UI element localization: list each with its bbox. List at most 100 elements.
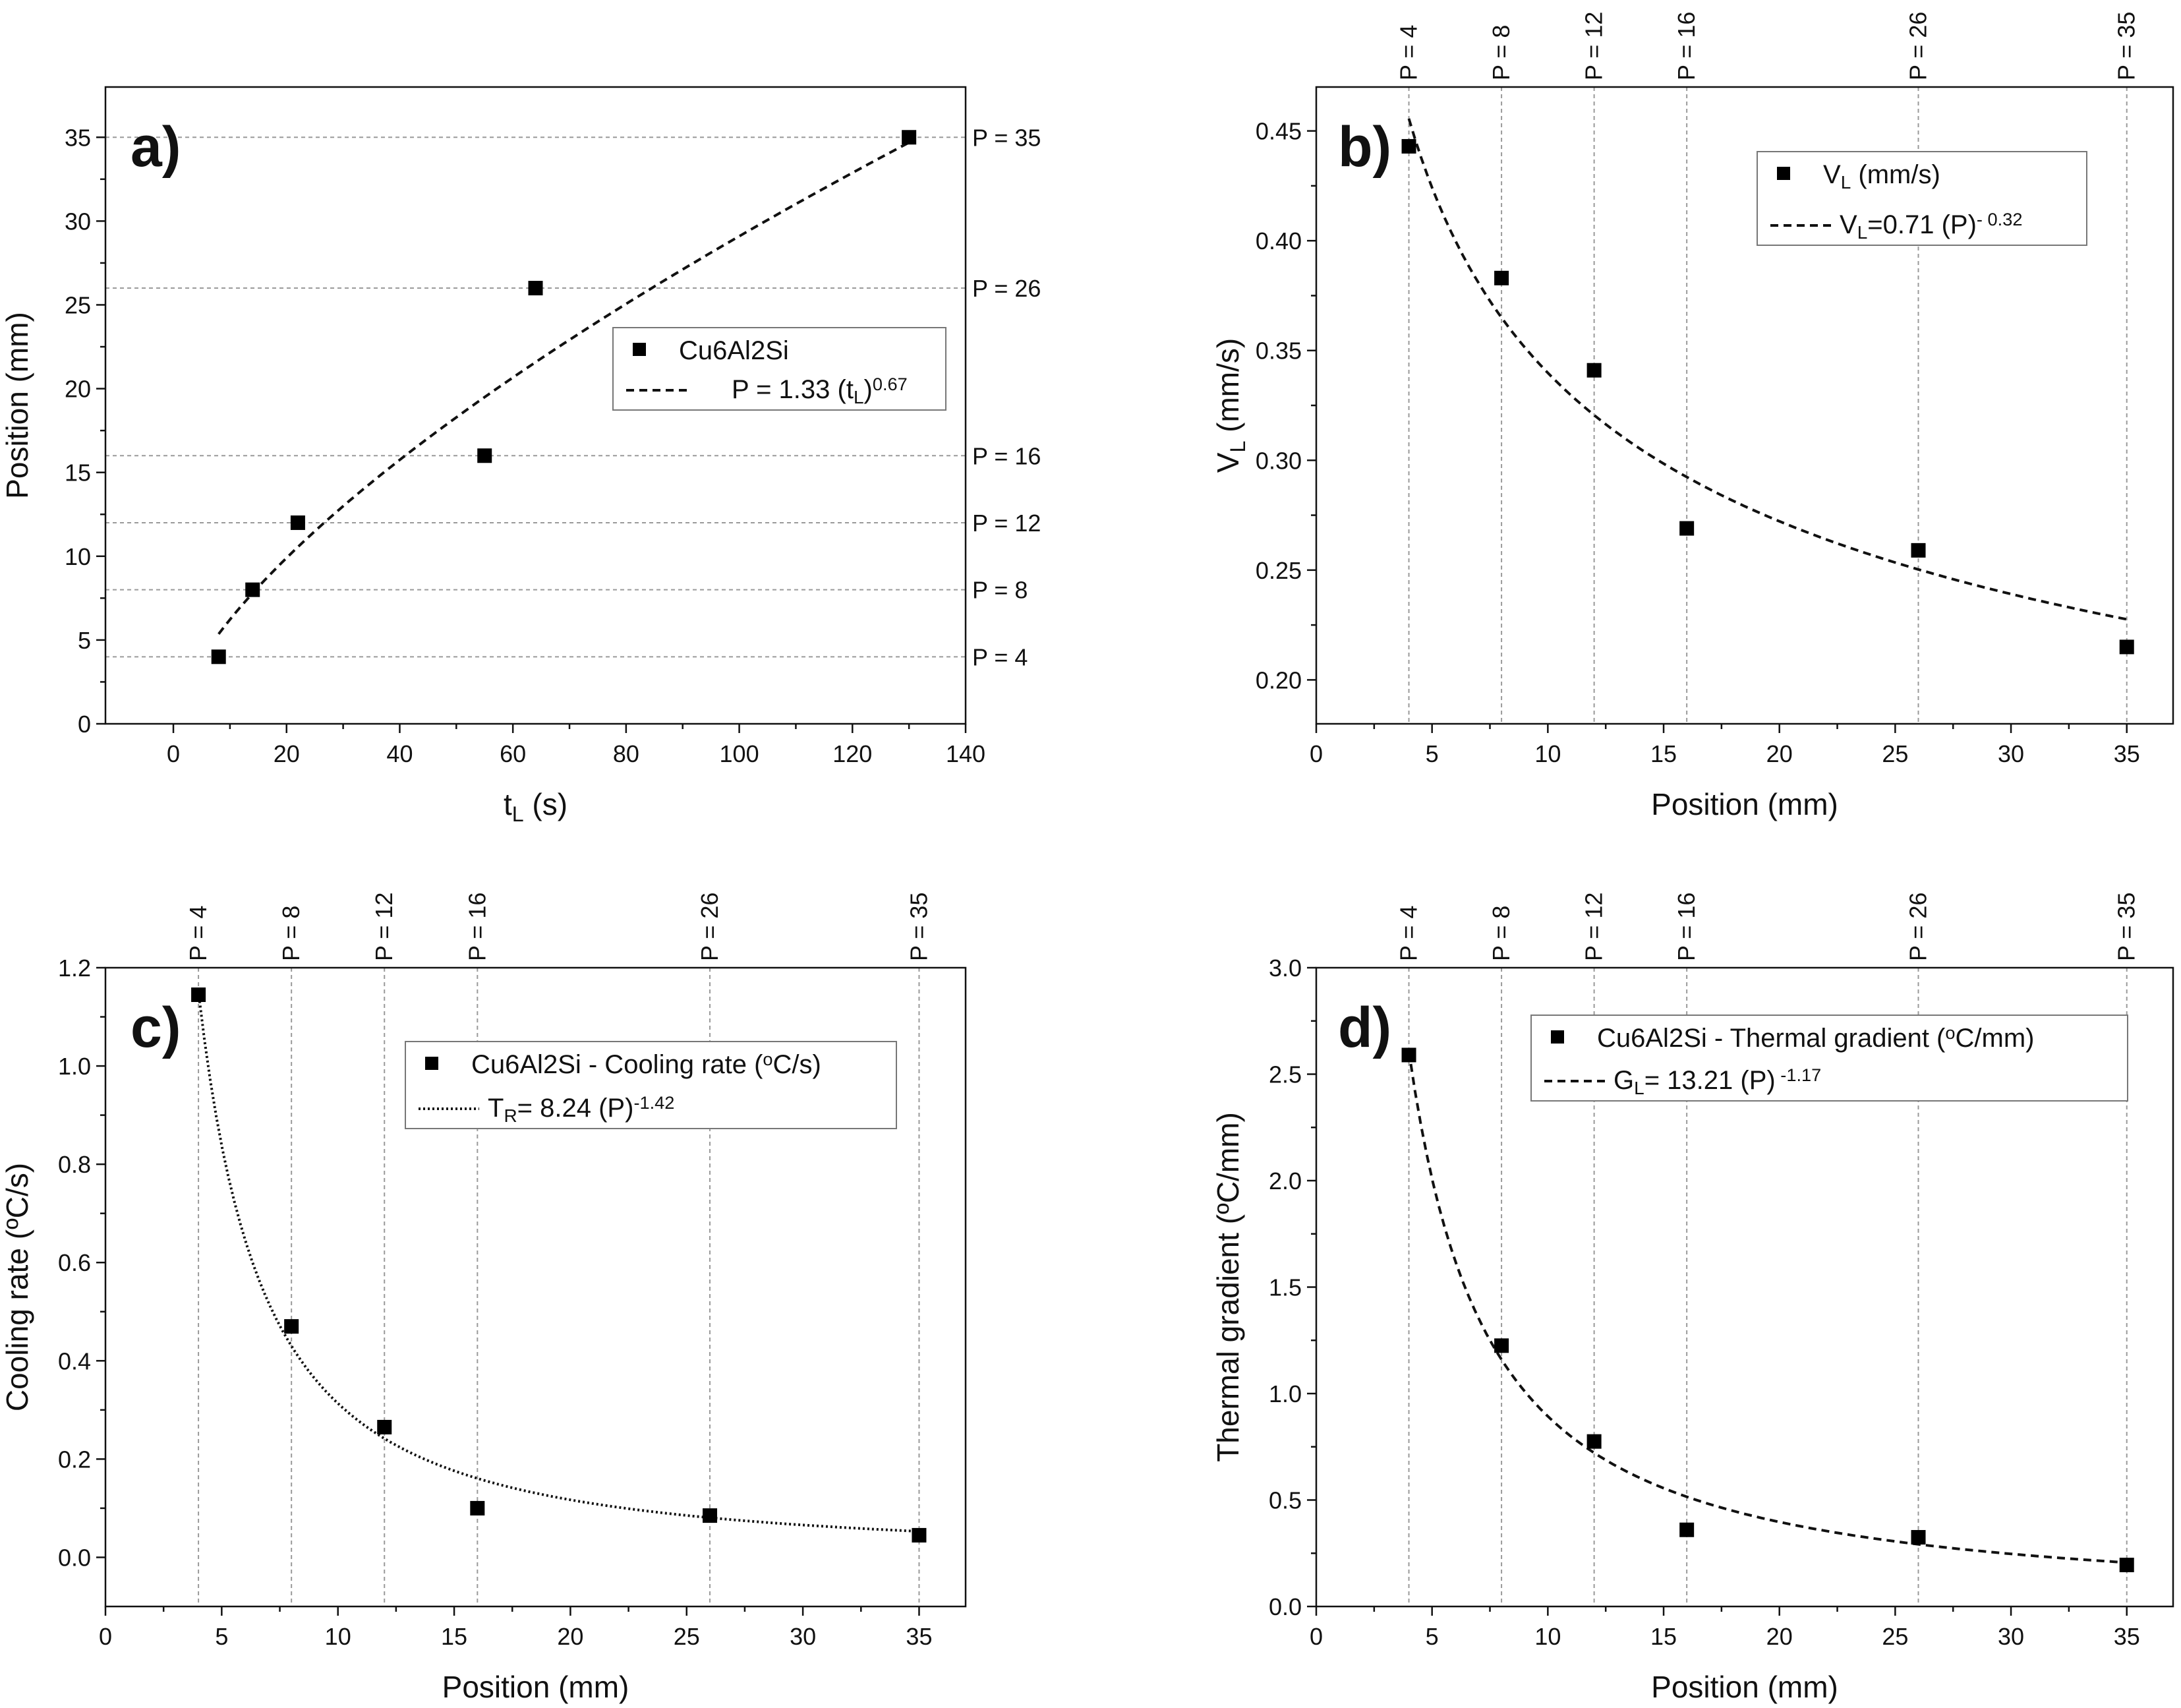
y-tick-label: 30 — [65, 208, 91, 235]
legend-fit-label-part-0: P = 1.33 (t — [732, 375, 854, 404]
x-tick-label: 5 — [1426, 1623, 1439, 1650]
legend-marker-label-part-0: Cu6Al2Si — [679, 336, 789, 365]
data-point — [1401, 138, 1416, 154]
x-tick-label: 25 — [674, 1623, 700, 1650]
x-tick-label: 10 — [1534, 1623, 1561, 1650]
y-tick-label: 0.4 — [58, 1347, 91, 1374]
legend-fit-label: VL=0.71 (P)- 0.32 — [1840, 209, 2022, 243]
x-tick-label: 0 — [167, 740, 180, 767]
legend-fit-label-part-1: L — [1857, 222, 1868, 243]
legend-fit-label-part-1: L — [854, 387, 864, 407]
legend-marker-label: VL (mm/s) — [1823, 160, 1940, 192]
y-tick-label: 25 — [65, 291, 91, 318]
x-tick-label: 10 — [1534, 740, 1561, 767]
x-tick-label: 140 — [946, 740, 985, 767]
legend-fit-label-part-2: = 13.21 (P) — [1644, 1066, 1776, 1095]
x-tick-label: 20 — [1766, 740, 1793, 767]
legend-fit-label-part-2: =0.71 (P) — [1867, 210, 1977, 239]
guide-label-p16: P = 16 — [1673, 893, 1700, 961]
x-tick-label: 80 — [613, 740, 639, 767]
y-tick-label: 0.5 — [1269, 1487, 1302, 1514]
y-tick-label: 15 — [65, 459, 91, 486]
data-point — [1679, 1522, 1695, 1537]
x-tick-label: 120 — [832, 740, 872, 767]
guide-label-p4: P = 4 — [1395, 906, 1422, 961]
plot-frame — [104, 86, 967, 725]
data-point — [377, 1419, 392, 1434]
data-point — [703, 1508, 718, 1523]
legend-marker-label-part-0: V — [1823, 160, 1841, 189]
guide-label-p8: P = 8 — [277, 906, 305, 961]
data-point — [191, 987, 206, 1002]
legend-fit-label-part-0: G — [1614, 1066, 1634, 1095]
plot-frame — [104, 966, 967, 1608]
legend-fit-label-part-1: L — [1634, 1078, 1644, 1098]
panel-label: c) — [131, 996, 181, 1059]
guide-label-p26: P = 26 — [696, 893, 723, 961]
x-axis-title-part-2: (s) — [524, 787, 567, 821]
guide-label-p26: P = 26 — [1905, 893, 1932, 961]
guide-label-p8: P = 8 — [1488, 25, 1515, 80]
data-point — [1911, 543, 1926, 558]
legend-fit-label-part-1: R — [504, 1105, 517, 1126]
x-tick-label: 25 — [1882, 1623, 1908, 1650]
guide-label-p8: P = 8 — [972, 577, 1028, 604]
data-point — [470, 1500, 485, 1516]
panel-b: P = 4 P = 8 P = 12 P = 16 P = 26 P = 35 0 5 10 15… — [1211, 12, 2174, 821]
legend-fit-label: P = 1.33 (tL)0.67 — [732, 374, 908, 408]
y-tick-label: 1.2 — [58, 955, 91, 982]
y-tick-label: 20 — [65, 376, 91, 403]
legend-fit-label-part-2: ) — [864, 375, 873, 404]
data-point — [1494, 270, 1509, 285]
guide-label-p8: P = 8 — [1488, 906, 1515, 961]
fit-curve — [197, 991, 919, 1533]
panel-d: P = 4 P = 8 P = 12 P = 16 P = 26 P = 35 0 5 10 15… — [1211, 893, 2174, 1704]
legend-box — [1530, 1015, 2128, 1102]
guide-label-p35: P = 35 — [2113, 12, 2140, 80]
data-point — [1586, 1434, 1602, 1449]
guide-label-p12: P = 12 — [1581, 12, 1608, 80]
legend-marker-label-part-2: o — [763, 1049, 772, 1069]
x-axis-title-part-1: L — [512, 802, 524, 826]
y-axis-title: Cooling rate (ºC/s) — [0, 1163, 34, 1411]
guide-label-p12: P = 12 — [370, 893, 397, 961]
x-tick-label: 20 — [1766, 1623, 1793, 1650]
legend-box — [612, 327, 946, 411]
y-tick-label: 1.0 — [1269, 1380, 1302, 1407]
data-point — [245, 582, 260, 597]
y-tick-label: 1.0 — [58, 1053, 91, 1080]
legend-fit-label-part-0: T — [488, 1094, 504, 1123]
legend-marker-label-part-0: Cu6Al2Si - Thermal gradient ( — [1597, 1024, 1946, 1053]
guide-label-p26: P = 26 — [1905, 12, 1932, 80]
x-tick-label: 35 — [2114, 740, 2140, 767]
panel-a: P = 4 P = 8 P = 12 P = 16 P = 26 P = 35 0 20 40 6… — [0, 86, 1041, 826]
x-axis-title: Position (mm) — [1651, 1670, 1838, 1704]
y-axis-title-part-1: L — [1226, 441, 1250, 453]
y-tick-label: 10 — [65, 543, 91, 570]
legend-marker-icon — [1777, 167, 1790, 180]
data-point — [1586, 363, 1602, 378]
data-point — [528, 281, 543, 296]
legend-marker-label-part-1: L — [1841, 172, 1851, 192]
x-tick-label: 60 — [500, 740, 526, 767]
y-tick-label: 2.0 — [1269, 1167, 1302, 1194]
x-tick-label: 15 — [1650, 1623, 1677, 1650]
legend-fit-label-part-3: 0.67 — [873, 374, 908, 394]
legend-box — [1757, 151, 2087, 246]
data-point — [477, 448, 492, 463]
x-tick-label: 10 — [325, 1623, 351, 1650]
x-tick-label: 15 — [1650, 740, 1677, 767]
x-axis-title-part-0: t — [504, 787, 512, 821]
x-tick-label: 0 — [99, 1623, 112, 1650]
y-tick-label: 2.5 — [1269, 1061, 1302, 1088]
legend-fit-label: TR= 8.24 (P)-1.42 — [488, 1092, 674, 1127]
guide-label-p4: P = 4 — [1395, 25, 1422, 80]
fit-curve — [1407, 1050, 2127, 1564]
legend-fit-label-part-3: -1.17 — [1776, 1065, 1822, 1085]
guide-label-p35: P = 35 — [2113, 893, 2140, 961]
data-point — [290, 515, 305, 530]
y-tick-label: 0.40 — [1256, 227, 1302, 254]
legend-marker-label-part-0: Cu6Al2Si - Cooling rate ( — [471, 1050, 763, 1079]
y-tick-label: 0.0 — [58, 1544, 91, 1571]
